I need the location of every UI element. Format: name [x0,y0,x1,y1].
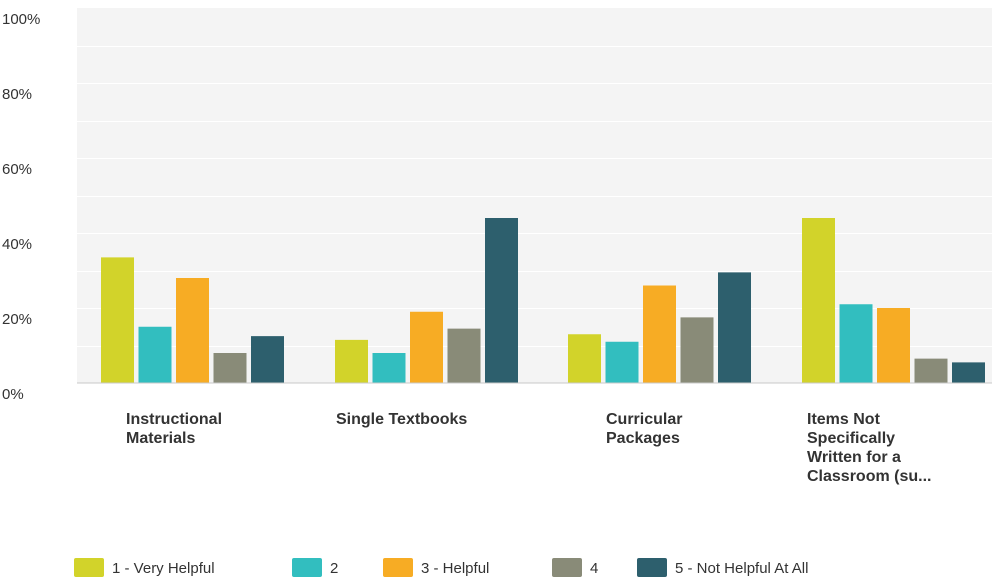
bar [877,308,910,383]
bars [101,218,985,383]
grid-lines [77,46,992,347]
y-tick-label: 0% [2,386,24,403]
legend: 1 - Very Helpful 2 3 - Helpful 4 5 - Not Hel… [74,558,808,577]
legend-swatch [74,558,104,577]
bar [251,336,284,383]
y-tick-label: 40% [2,236,32,253]
legend-label: 5 - Not Helpful At All [675,560,808,577]
category-labels: Instructional Materials Single Textbooks Cu… [126,411,931,485]
legend-swatch [637,558,667,577]
legend-swatch [552,558,582,577]
bar [643,285,676,383]
bar [839,304,873,383]
bar [176,278,209,383]
category-label-line: Instructional [126,411,222,428]
bar [718,272,751,383]
legend-label: 3 - Helpful [421,560,489,577]
category-label-line: Written for a [807,449,901,466]
category-label-line: Single Textbooks [336,411,467,428]
y-tick-label: 20% [2,311,32,328]
legend-label: 1 - Very Helpful [112,560,215,577]
bar [410,311,443,383]
y-tick-label: 100% [2,11,40,28]
bar [447,328,481,383]
bar [605,341,639,383]
bar [335,339,368,383]
y-tick-label: 80% [2,86,32,103]
bar [680,317,714,383]
category-label: Single Textbooks [336,411,467,428]
category-label: Items Not Specifically Written for a Classr… [807,411,931,485]
bar [568,334,601,383]
legend-swatch [292,558,322,577]
legend-label: 2 [330,560,338,577]
category-label-line: Specifically [807,430,895,447]
category-label-line: Classroom (su... [807,468,931,485]
bar [914,358,948,383]
legend-label: 4 [590,560,598,577]
category-label: Curricular Packages [606,411,682,447]
category-label-line: Curricular [606,411,682,428]
bar [802,218,835,383]
bar [213,353,247,383]
bar [485,218,518,383]
bar [952,362,985,383]
category-label: Instructional Materials [126,411,222,447]
bar [372,353,406,383]
y-axis-ticks: 100% 80% 60% 40% 20% 0% [2,11,40,403]
bar [138,326,172,383]
y-tick-label: 60% [2,161,32,178]
bar [101,257,134,383]
category-label-line: Packages [606,430,680,447]
legend-swatch [383,558,413,577]
category-label-line: Items Not [807,411,881,428]
category-label-line: Materials [126,430,195,447]
